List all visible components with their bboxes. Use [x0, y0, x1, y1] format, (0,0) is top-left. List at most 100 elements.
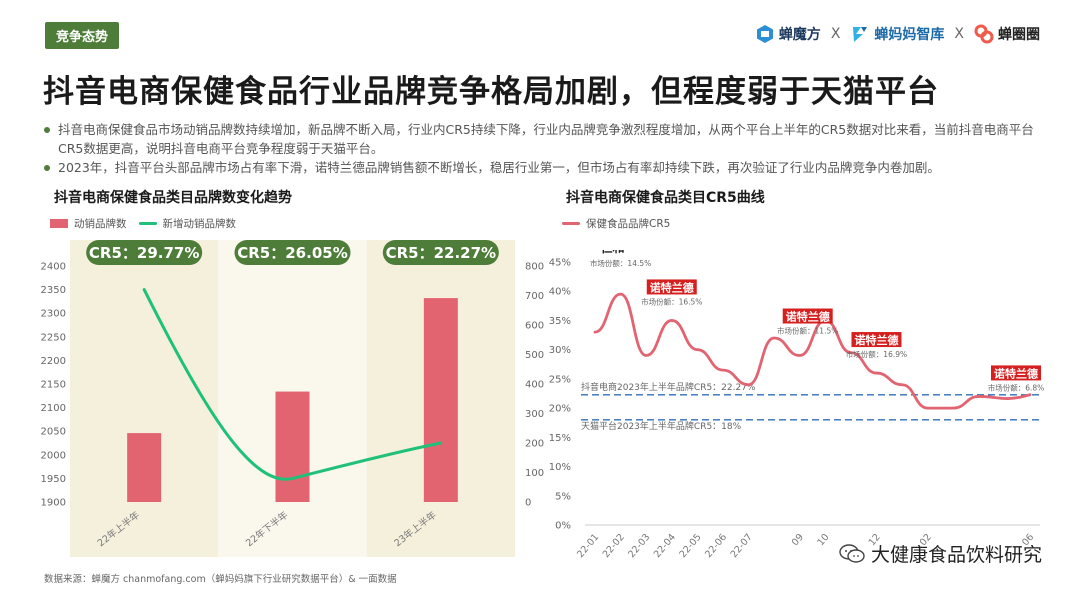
brand-tag — [991, 365, 1041, 381]
y-tick-label: 5% — [555, 491, 571, 502]
right-chart: 0%5%10%15%20%25%30%35%40%45%22-01 22-02 22… — [549, 250, 1045, 560]
section-badge: 竞争态势 — [45, 22, 119, 49]
brand-label: 诺特兰德 — [854, 333, 898, 347]
y-right-tick-label: 0 — [525, 498, 531, 509]
brand-label: 诺特兰德 — [786, 310, 830, 324]
page-title: 抖音电商保健食品行业品牌竞争格局加剧，但程度弱于天猫平台 — [43, 74, 939, 110]
y-left-tick-label: 2300 — [41, 309, 66, 320]
market-share-label: 市场份额：6.8% — [988, 382, 1045, 392]
cr5-pill — [234, 240, 351, 265]
right-chart-legend: 保健食品品牌CR5 — [562, 216, 670, 231]
y-right-tick-label: 600 — [525, 321, 544, 332]
x-tick-label: 10 — [815, 532, 831, 548]
brand-label: 仁和 — [601, 250, 625, 255]
x-tick-label: 22-02 — [601, 532, 627, 560]
cr5-pill — [382, 240, 499, 265]
brand-tag — [851, 332, 902, 348]
market-share-label: 市场份额：14.5% — [590, 258, 651, 268]
legend-line-swatch — [138, 222, 157, 225]
y-left-tick-label: 2250 — [41, 332, 66, 343]
y-tick-label: 25% — [549, 374, 571, 385]
legend-bar-swatch — [50, 219, 68, 228]
chanmofang-logo-icon — [755, 24, 775, 44]
reference-line-label: 抖音电商2023年上半年品牌CR5：22.27% — [581, 381, 756, 393]
bar — [127, 433, 162, 502]
y-left-tick-label: 2350 — [41, 285, 66, 296]
y-left-tick-label: 2400 — [41, 262, 66, 273]
logo-chanquanquan-text: 蝉圈圈 — [998, 27, 1040, 43]
y-tick-label: 40% — [549, 287, 571, 298]
market-share-label: 市场份额：16.9% — [846, 349, 907, 359]
y-left-tick-label: 2050 — [41, 427, 66, 438]
bar — [275, 391, 310, 502]
y-left-tick-label: 1950 — [41, 474, 66, 485]
x-tick-label: 22-04 — [652, 532, 678, 560]
legend-label: 保健食品品牌CR5 — [586, 218, 671, 230]
y-right-tick-label: 100 — [525, 468, 544, 479]
y-tick-label: 35% — [549, 316, 571, 327]
y-left-tick-label: 2000 — [41, 450, 66, 461]
y-tick-label: 45% — [549, 258, 571, 269]
y-left-tick-label: 2100 — [41, 403, 66, 414]
y-tick-label: 0% — [555, 521, 571, 532]
y-left-tick-label: 2150 — [41, 380, 66, 391]
cr5-pill-label: CR5：29.77% — [89, 244, 199, 262]
x-tick-label: 09 — [790, 532, 806, 548]
legend-label: 新增动销品牌数 — [162, 218, 237, 230]
cr5-pill-label: CR5：22.27% — [386, 244, 496, 262]
watermark-text: 大健康食品饮料研究 — [870, 544, 1042, 566]
left-chart: 1900195020002050210021502200225023002350… — [41, 240, 544, 557]
right-chart-title: 抖音电商保健食品类目CR5曲线 — [566, 190, 765, 206]
y-left-tick-label: 1900 — [41, 498, 66, 509]
wechat-icon — [839, 543, 865, 563]
y-right-tick-label: 200 — [525, 439, 544, 450]
legend-label: 动销品牌数 — [74, 218, 127, 230]
y-right-tick-label: 500 — [525, 350, 544, 361]
market-share-label: 市场份额：16.5% — [641, 296, 702, 306]
logo-chanmama-zhiku-text: 蝉妈妈智库 — [874, 27, 945, 43]
y-tick-label: 20% — [549, 404, 571, 415]
period-panel — [70, 240, 219, 557]
reference-line-label: 天猫平台2023年上半年品牌CR5：18% — [581, 420, 742, 432]
x-tick-label: 22-01 — [575, 532, 601, 560]
x-tick-label: 22-05 — [677, 532, 703, 560]
chanmama-logo-icon — [850, 24, 870, 44]
logo-separator: X — [954, 26, 964, 42]
brand-label: 诺特兰德 — [650, 280, 694, 294]
left-chart-title: 抖音电商保健食品类目品牌数变化趋势 — [54, 190, 292, 206]
y-right-tick-label: 300 — [525, 409, 544, 420]
y-tick-label: 15% — [549, 433, 571, 444]
x-tick-label: 22-06 — [703, 532, 729, 560]
bar — [423, 298, 458, 502]
market-share-label: 市场份额：11.5% — [777, 326, 838, 336]
logo-chanquanquan: 蝉圈圈 — [974, 24, 1040, 44]
x-tick-label: 22-07 — [729, 532, 755, 560]
summary-bullet: 2023年，抖音平台头部品牌市场占有率下滑，诺特兰德品牌销售额不断增长，稳居行业… — [42, 158, 1042, 177]
legend-line-swatch — [562, 222, 580, 225]
cr5-line — [593, 292, 1032, 410]
y-right-tick-label: 400 — [525, 380, 544, 391]
logo-separator: X — [830, 26, 841, 42]
x-tick-label: 22-03 — [626, 532, 652, 560]
cr5-pill-label: CR5：26.05% — [237, 244, 347, 262]
logo-chanmama-zhiku: 蝉妈妈智库 — [850, 24, 944, 44]
chanquanquan-logo-icon — [974, 24, 994, 44]
brand-tag — [646, 279, 697, 295]
partner-logos: 蝉魔方 X 蝉妈妈智库 X 蝉圈圈 — [755, 22, 1040, 46]
logo-chanmofang: 蝉魔方 — [755, 24, 821, 44]
brand-tag — [782, 308, 833, 324]
summary-bullets: 抖音电商保健食品市场动销品牌数持续增加，新品牌不断入局，行业内CR5持续下降，行… — [42, 120, 1042, 177]
y-left-tick-label: 2200 — [41, 356, 66, 367]
logo-chanmofang-text: 蝉魔方 — [778, 27, 821, 43]
y-tick-label: 10% — [549, 462, 571, 473]
cr5-pill — [86, 240, 203, 265]
summary-bullet: 抖音电商保健食品市场动销品牌数持续增加，新品牌不断入局，行业内CR5持续下降，行… — [42, 120, 1042, 158]
y-tick-label: 30% — [549, 345, 571, 356]
data-source-note: 数据来源：蝉魔方 chanmofang.com（蝉妈妈旗下行业研究数据平台）& … — [44, 574, 397, 585]
left-chart-legend: 动销品牌数 新增动销品牌数 — [50, 216, 236, 231]
wechat-watermark: 大健康食品饮料研究 — [839, 540, 1042, 567]
brand-label: 诺特兰德 — [994, 366, 1038, 380]
new-brands-line — [142, 288, 443, 481]
y-right-tick-label: 800 — [525, 262, 544, 273]
y-right-tick-label: 700 — [525, 291, 544, 302]
